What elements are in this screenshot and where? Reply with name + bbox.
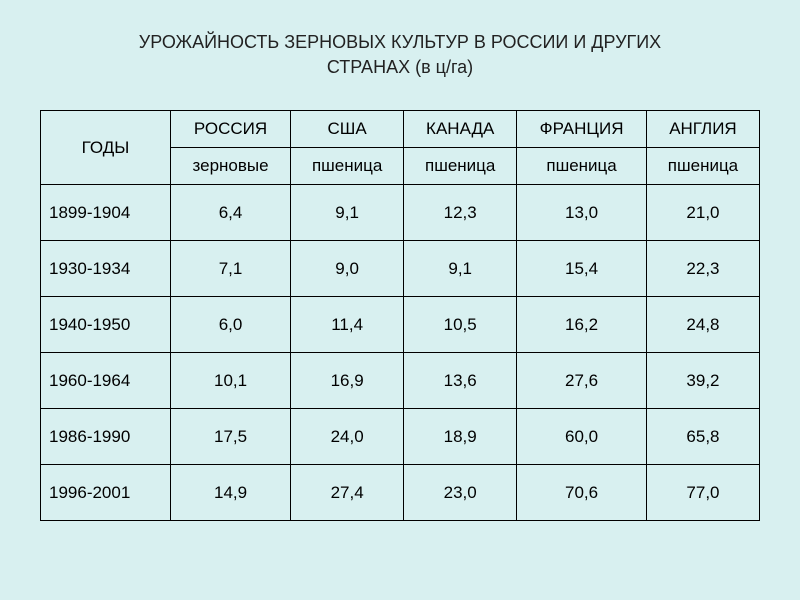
yield-table: ГОДЫ РОССИЯ США КАНАДА ФРАНЦИЯ АНГЛИЯ зе… [40, 110, 760, 521]
title-line-1: УРОЖАЙНОСТЬ ЗЕРНОВЫХ КУЛЬТУР В РОССИИ И … [139, 32, 661, 52]
subheader-4: пшеница [646, 148, 759, 185]
cell-value: 24,8 [646, 297, 759, 353]
cell-value: 16,9 [291, 353, 404, 409]
cell-value: 9,1 [404, 241, 517, 297]
cell-value: 27,4 [291, 465, 404, 521]
subheader-0: зерновые [171, 148, 291, 185]
cell-value: 17,5 [171, 409, 291, 465]
table-row: 1996-2001 14,9 27,4 23,0 70,6 77,0 [41, 465, 760, 521]
cell-value: 13,0 [517, 185, 647, 241]
table-body: 1899-1904 6,4 9,1 12,3 13,0 21,0 1930-19… [41, 185, 760, 521]
cell-value: 6,0 [171, 297, 291, 353]
cell-value: 15,4 [517, 241, 647, 297]
cell-value: 7,1 [171, 241, 291, 297]
header-country-0: РОССИЯ [171, 111, 291, 148]
cell-value: 77,0 [646, 465, 759, 521]
cell-year: 1960-1964 [41, 353, 171, 409]
subheader-2: пшеница [404, 148, 517, 185]
table-row: 1940-1950 6,0 11,4 10,5 16,2 24,8 [41, 297, 760, 353]
cell-year: 1986-1990 [41, 409, 171, 465]
header-country-2: КАНАДА [404, 111, 517, 148]
cell-value: 24,0 [291, 409, 404, 465]
cell-value: 21,0 [646, 185, 759, 241]
cell-value: 9,0 [291, 241, 404, 297]
cell-value: 39,2 [646, 353, 759, 409]
header-row-top: ГОДЫ РОССИЯ США КАНАДА ФРАНЦИЯ АНГЛИЯ [41, 111, 760, 148]
cell-value: 14,9 [171, 465, 291, 521]
cell-value: 10,1 [171, 353, 291, 409]
cell-year: 1996-2001 [41, 465, 171, 521]
cell-value: 60,0 [517, 409, 647, 465]
header-years: ГОДЫ [41, 111, 171, 185]
cell-value: 27,6 [517, 353, 647, 409]
table-row: 1899-1904 6,4 9,1 12,3 13,0 21,0 [41, 185, 760, 241]
cell-year: 1940-1950 [41, 297, 171, 353]
subheader-3: пшеница [517, 148, 647, 185]
cell-value: 11,4 [291, 297, 404, 353]
cell-year: 1899-1904 [41, 185, 171, 241]
table-row: 1960-1964 10,1 16,9 13,6 27,6 39,2 [41, 353, 760, 409]
cell-value: 13,6 [404, 353, 517, 409]
cell-value: 65,8 [646, 409, 759, 465]
title-line-2: СТРАНАХ (в ц/га) [327, 57, 473, 77]
cell-year: 1930-1934 [41, 241, 171, 297]
header-country-1: США [291, 111, 404, 148]
page-title: УРОЖАЙНОСТЬ ЗЕРНОВЫХ КУЛЬТУР В РОССИИ И … [40, 30, 760, 80]
header-country-4: АНГЛИЯ [646, 111, 759, 148]
cell-value: 9,1 [291, 185, 404, 241]
subheader-1: пшеница [291, 148, 404, 185]
table-row: 1930-1934 7,1 9,0 9,1 15,4 22,3 [41, 241, 760, 297]
cell-value: 18,9 [404, 409, 517, 465]
cell-value: 6,4 [171, 185, 291, 241]
table-row: 1986-1990 17,5 24,0 18,9 60,0 65,8 [41, 409, 760, 465]
cell-value: 23,0 [404, 465, 517, 521]
cell-value: 16,2 [517, 297, 647, 353]
cell-value: 22,3 [646, 241, 759, 297]
cell-value: 70,6 [517, 465, 647, 521]
header-country-3: ФРАНЦИЯ [517, 111, 647, 148]
cell-value: 12,3 [404, 185, 517, 241]
cell-value: 10,5 [404, 297, 517, 353]
